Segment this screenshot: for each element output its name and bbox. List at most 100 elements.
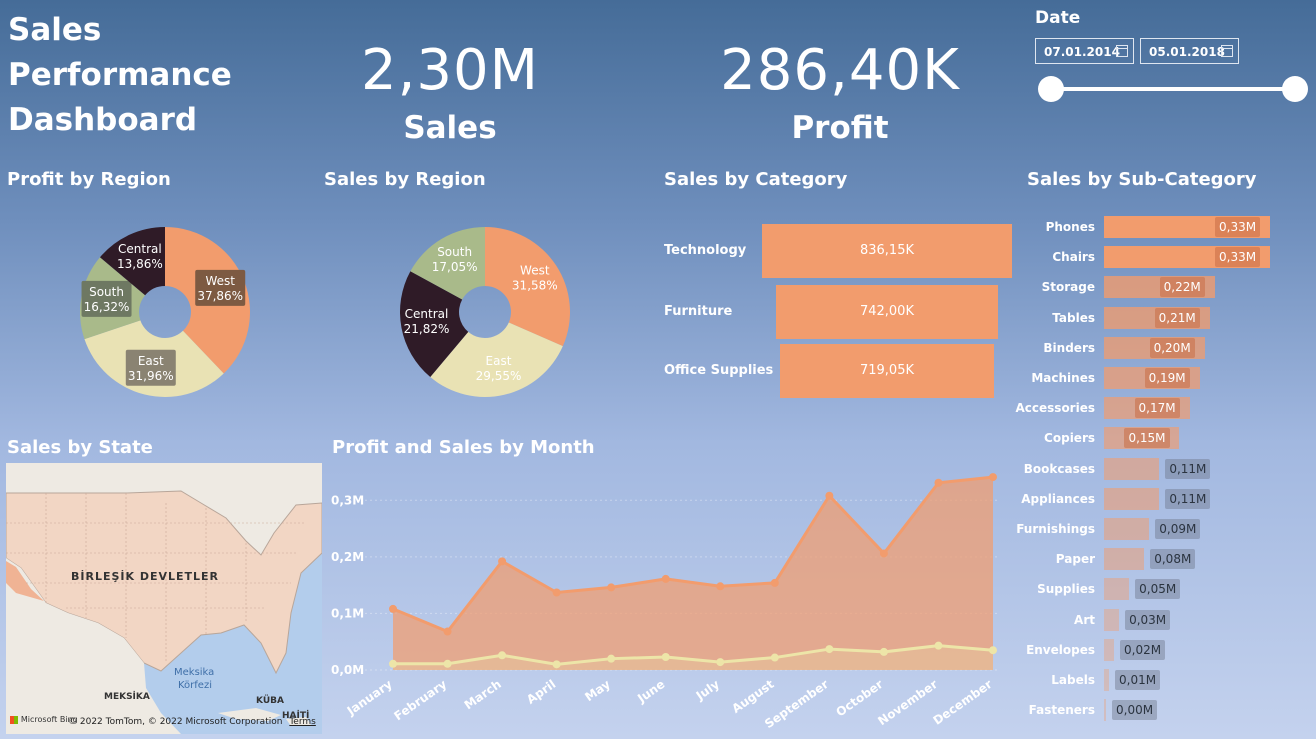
y-tick-label: 0,2M [331, 550, 364, 564]
dashboard-title: Sales Performance Dashboard [8, 12, 232, 138]
sales-by-state-map[interactable]: BİRLEŞİK DEVLETLER Meksika Körfezi MEKSİ… [6, 463, 322, 734]
subcategory-bar[interactable] [1104, 487, 1160, 510]
data-point[interactable] [879, 549, 888, 558]
donut-label-name: East [486, 354, 512, 368]
data-point[interactable] [879, 647, 888, 656]
data-point[interactable] [661, 574, 670, 583]
subcategory-bar[interactable] [1104, 578, 1130, 601]
subcategory-value-label: 0,02M [1120, 639, 1166, 660]
x-tick-label: June [634, 677, 667, 706]
donut-label-box [81, 280, 132, 317]
data-point[interactable] [498, 651, 507, 660]
calendar-icon[interactable] [1116, 45, 1128, 57]
subcategory-bar[interactable] [1104, 669, 1110, 691]
subcategory-label: Chairs [1052, 250, 1095, 265]
date-filter-label: Date [1035, 8, 1081, 28]
donut-label-value: 16,32% [84, 300, 130, 314]
data-point[interactable] [770, 578, 779, 587]
category-label: Technology [664, 243, 747, 258]
calendar-icon[interactable] [1221, 45, 1233, 57]
subcategory-value-label: 0,19M [1144, 368, 1190, 388]
date-slider-start-handle[interactable] [1038, 76, 1064, 102]
subcategory-value-label: 0,11M [1165, 458, 1211, 479]
bing-logo: Microsoft Bing [10, 715, 78, 725]
area-fill-series-1 [393, 645, 993, 670]
data-point[interactable] [934, 641, 943, 650]
x-tick-label: October [833, 677, 885, 719]
subcategory-label: Machines [1031, 371, 1095, 385]
subcategory-bar[interactable] [1104, 548, 1145, 571]
subcategory-label: Bookcases [1023, 461, 1095, 476]
data-point[interactable] [498, 557, 507, 566]
data-point[interactable] [716, 582, 725, 591]
subcategory-label: Art [1074, 612, 1095, 627]
donut-slice-east[interactable] [430, 322, 563, 397]
data-point[interactable] [607, 583, 616, 592]
date-start-input[interactable]: 07.01.2014 [1035, 38, 1134, 64]
map-haiti-label: HAİTİ [282, 711, 310, 721]
x-tick-label: April [524, 677, 558, 707]
date-slider-end-handle[interactable] [1282, 76, 1308, 102]
date-end-value: 05.01.2018 [1149, 45, 1225, 59]
category-bar[interactable]: 836,15K [762, 224, 1012, 278]
donut-label-name: West [205, 274, 235, 288]
map-terms-link[interactable]: Terms [289, 717, 316, 727]
date-slider-track[interactable] [1051, 87, 1295, 91]
data-point[interactable] [607, 654, 616, 663]
subcategory-value-label: 0,33M [1215, 247, 1261, 268]
x-tick-label: November [875, 677, 940, 728]
data-point[interactable] [989, 473, 997, 482]
category-bar[interactable]: 719,05K [779, 344, 995, 398]
subcategory-value-label: 0,08M [1150, 549, 1196, 570]
data-point[interactable] [825, 645, 834, 654]
subcategory-value-label: 0,17M [1134, 398, 1180, 419]
subcategory-label: Supplies [1037, 582, 1095, 597]
donut-label-value: 21,82% [404, 322, 450, 336]
subcategory-bar[interactable] [1104, 518, 1150, 540]
data-point[interactable] [934, 478, 943, 487]
data-point[interactable] [443, 659, 452, 668]
donut-label-box [125, 349, 176, 386]
date-start-value: 07.01.2014 [1044, 45, 1120, 59]
data-point[interactable] [552, 660, 561, 669]
subcategory-label: Appliances [1021, 491, 1095, 506]
subcategory-value-label: 0,03M [1125, 609, 1171, 630]
data-point[interactable] [716, 658, 725, 667]
subcategory-value-label: 0,11M [1165, 488, 1211, 509]
subcategory-value-label: 0,00M [1112, 700, 1158, 721]
donut-label-name: East [138, 354, 164, 368]
donut-label-name: South [437, 245, 472, 259]
data-point[interactable] [389, 604, 397, 613]
donut-slice-central[interactable] [99, 227, 165, 296]
data-point[interactable] [443, 627, 452, 636]
donut-slice-south[interactable] [410, 227, 485, 300]
subcategory-label: Tables [1052, 310, 1095, 325]
data-point[interactable] [661, 652, 670, 661]
data-point[interactable] [989, 646, 997, 655]
area-line-series-0[interactable] [392, 475, 994, 634]
subcategory-bar[interactable] [1104, 608, 1120, 631]
area-line-series-1[interactable] [393, 644, 994, 666]
subcategory-value-label: 0,01M [1115, 670, 1161, 690]
donut-label-value: 29,55% [476, 369, 522, 383]
donut-slice-central[interactable] [400, 271, 469, 378]
category-label: Office Supplies [664, 363, 774, 378]
data-point[interactable] [825, 491, 834, 500]
subcategory-bar[interactable] [1104, 699, 1106, 722]
y-tick-label: 0,3M [331, 493, 364, 507]
map-copyright-text: © 2022 TomTom, © 2022 Microsoft Corporat… [68, 717, 283, 727]
x-tick-label: January [344, 677, 395, 719]
data-point[interactable] [770, 653, 779, 662]
subcategory-value-label: 0,33M [1215, 217, 1261, 237]
data-point[interactable] [552, 588, 561, 597]
subcategory-bar[interactable] [1104, 638, 1115, 661]
date-end-input[interactable]: 05.01.2018 [1140, 38, 1239, 64]
subcategory-bar[interactable] [1104, 457, 1160, 480]
subcategory-value-label: 0,20M [1149, 337, 1195, 358]
donut-slice-west[interactable] [485, 227, 570, 347]
data-point[interactable] [389, 659, 397, 668]
category-bar[interactable]: 742,00K [776, 285, 998, 339]
